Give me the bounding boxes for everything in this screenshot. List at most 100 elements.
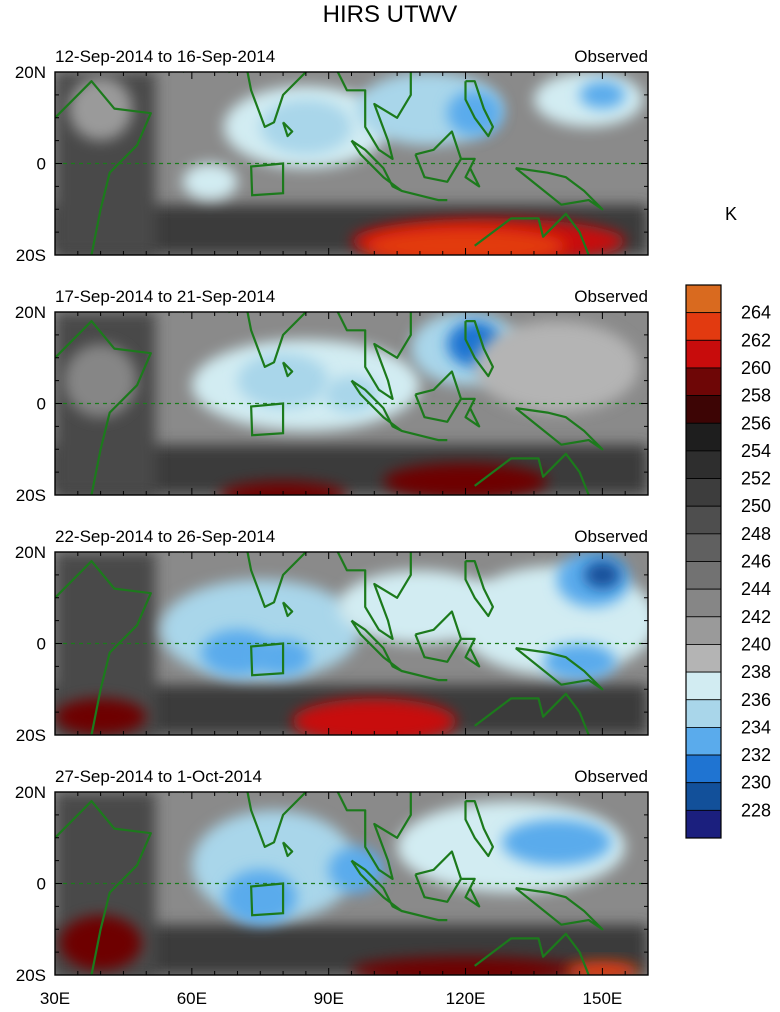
x-tick-label: 30E: [40, 989, 70, 1008]
colorbar-swatch: [685, 422, 722, 452]
y-tick-label: 0: [37, 155, 46, 174]
coastline: [515, 167, 604, 211]
colorbar-label: 262: [741, 330, 771, 350]
colorbar-swatch: [685, 395, 722, 424]
y-tick-label: 20S: [16, 486, 46, 505]
field-contour: [237, 353, 329, 409]
colorbar-label: 254: [741, 441, 771, 461]
region-box: [250, 642, 285, 677]
field-contour: [584, 561, 621, 589]
field-contour: [328, 846, 384, 893]
field-contour: [292, 698, 457, 735]
coastline: [474, 452, 590, 495]
coastline: [350, 619, 403, 673]
panel-period: 12-Sep-2014 to 16-Sep-2014: [55, 47, 275, 66]
coastline: [336, 72, 412, 160]
coastline: [515, 647, 604, 691]
map-panel: 20N 0 20S 12-Sep-2014 to 16-Sep-2014 Observe…: [15, 47, 649, 265]
y-tick-label: 0: [37, 395, 46, 414]
panel-period: 27-Sep-2014 to 1-Oct-2014: [55, 767, 262, 786]
coastline: [282, 601, 294, 618]
coastline: [228, 792, 308, 848]
colorbar-swatch: [685, 478, 722, 507]
panel-source: Observed: [574, 287, 648, 306]
coastline: [464, 80, 494, 138]
coastline: [350, 379, 403, 432]
colorbar-swatch: [685, 671, 722, 701]
colorbar-label: 250: [741, 496, 771, 516]
colorbar-swatch: [685, 312, 722, 341]
colorbar-frame: [685, 284, 722, 839]
coastline: [401, 189, 448, 202]
y-tick-label: 20N: [15, 303, 46, 322]
coastline: [461, 157, 481, 188]
field-contour: [447, 90, 503, 137]
colorbar-label: 240: [741, 634, 771, 654]
y-tick-label: 20N: [15, 63, 46, 82]
coastline: [464, 560, 494, 618]
chart-title: HIRS UTWV: [323, 1, 458, 28]
colorbar-swatch: [685, 754, 722, 784]
coastline: [282, 841, 294, 858]
coastline: [350, 859, 403, 913]
x-tick-label: 120E: [446, 989, 486, 1008]
x-tick-label: 60E: [177, 989, 207, 1008]
colorbar-label: 232: [741, 745, 771, 765]
colorbar-label: 260: [741, 358, 771, 378]
colorbar-label: 238: [741, 662, 771, 682]
map-panel: 20N 0 20S 22-Sep-2014 to 26-Sep-2014 Observe…: [15, 527, 649, 745]
colorbar-label: 244: [741, 579, 771, 599]
coastline: [461, 397, 481, 428]
y-tick-label: 20N: [15, 543, 46, 562]
field-contour: [383, 462, 548, 495]
field-contour: [59, 915, 142, 971]
field-contour: [55, 698, 147, 735]
panel-period: 22-Sep-2014 to 26-Sep-2014: [55, 527, 275, 546]
colorbar-swatch: [685, 367, 722, 397]
colorbar-label: 248: [741, 524, 771, 544]
panel-source: Observed: [574, 527, 648, 546]
panels: 20N 0 20S 12-Sep-2014 to 16-Sep-2014 Observe…: [15, 47, 649, 1008]
coastline: [401, 429, 448, 442]
colorbar-label: 252: [741, 469, 771, 489]
coastline: [515, 887, 604, 931]
region-box: [250, 402, 285, 437]
field-contour: [579, 81, 626, 109]
field-contour: [219, 481, 347, 495]
y-tick-label: 20S: [16, 726, 46, 745]
colorbar-swatch: [685, 284, 722, 314]
panel-source: Observed: [574, 47, 648, 66]
colorbar-swatch: [685, 809, 722, 839]
coastline: [228, 312, 308, 368]
colorbar-label: 236: [741, 690, 771, 710]
coastline: [55, 80, 152, 255]
coastline: [336, 792, 412, 880]
coastline: [55, 560, 152, 735]
colorbar-label: 230: [741, 773, 771, 793]
colorbar-swatch: [685, 727, 722, 756]
colorbar-swatch: [685, 533, 722, 562]
x-tick-label: 90E: [314, 989, 344, 1008]
field-contour: [502, 819, 612, 866]
colorbar-label: 246: [741, 552, 771, 572]
colorbar-swatch: [685, 644, 722, 673]
colorbar-label: 264: [741, 303, 771, 323]
field-contour: [474, 321, 639, 413]
coastline: [474, 692, 590, 735]
coastline: [55, 800, 152, 975]
field-contour: [260, 99, 352, 155]
colorbar-swatch: [685, 450, 722, 479]
coastline: [464, 800, 494, 858]
coastline: [461, 637, 481, 668]
region-box: [250, 882, 285, 917]
colorbar-swatch: [685, 339, 722, 369]
coastline: [401, 669, 448, 682]
field-contour: [351, 956, 580, 975]
colorbar-swatch: [685, 588, 722, 618]
colorbar-swatch: [685, 561, 722, 590]
colorbar-label: 228: [741, 800, 771, 820]
field-contour: [200, 629, 274, 676]
coastline: [401, 909, 448, 922]
y-tick-label: 20S: [16, 966, 46, 985]
